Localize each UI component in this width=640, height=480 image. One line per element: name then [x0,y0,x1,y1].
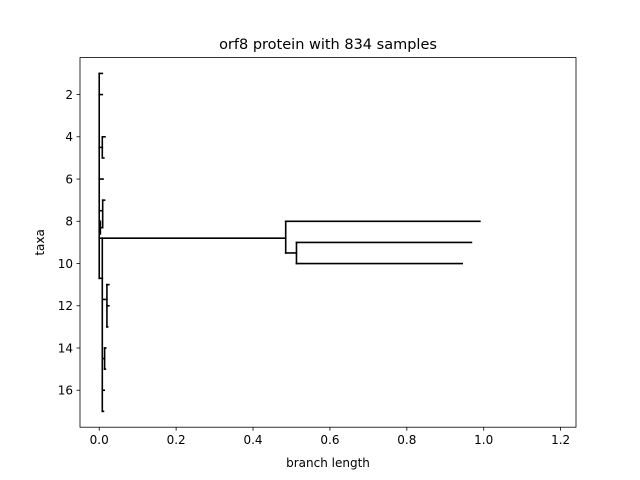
y-tick-label: 12 [58,299,73,313]
y-tick-label: 10 [58,257,73,271]
y-axis-label: taxa [33,229,47,256]
x-tick-label: 0.0 [90,433,109,447]
x-tick-label: 0.6 [320,433,339,447]
x-tick-label: 0.2 [167,433,186,447]
x-axis-ticks: 0.0 0.2 0.4 0.6 0.8 1.0 1.2 [90,427,570,447]
plot-area-frame [79,57,577,428]
y-axis-ticks: 2 4 6 8 10 12 14 16 [58,88,80,398]
y-tick-label: 16 [58,384,73,398]
y-tick-label: 2 [65,88,73,102]
y-tick-label: 4 [65,130,73,144]
y-tick-label: 14 [58,341,73,355]
chart-title: orf8 protein with 834 samples [219,37,437,53]
x-tick-label: 1.2 [551,433,570,447]
x-tick-label: 0.4 [243,433,262,447]
x-axis-label: branch length [286,456,370,470]
x-tick-label: 0.8 [397,433,416,447]
x-tick-label: 1.0 [474,433,493,447]
branch-lines [98,72,481,413]
y-tick-label: 6 [65,172,73,186]
y-tick-label: 8 [65,215,73,229]
